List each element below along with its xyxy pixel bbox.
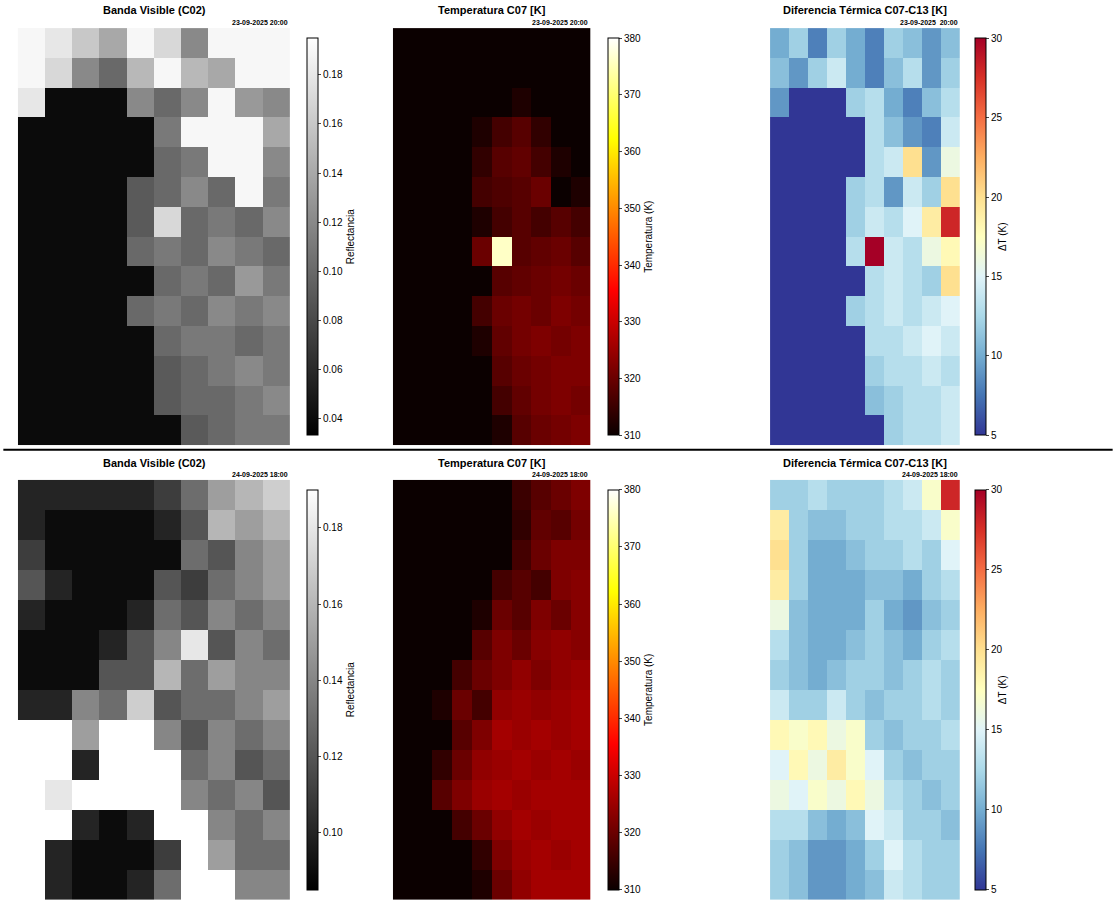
svg-text:24-09-2025 18:00: 24-09-2025 18:00 <box>532 471 588 478</box>
svg-text:320: 320 <box>624 827 641 838</box>
svg-text:380: 380 <box>624 33 641 44</box>
svg-text:20: 20 <box>991 644 1003 655</box>
svg-text:370: 370 <box>624 89 641 100</box>
svg-text:Reflectancia: Reflectancia <box>345 662 356 717</box>
svg-text:20: 20 <box>991 192 1003 203</box>
svg-text:0.04: 0.04 <box>323 413 343 424</box>
svg-text:340: 340 <box>624 713 641 724</box>
svg-text:310: 310 <box>624 430 641 441</box>
svg-text:350: 350 <box>624 203 641 214</box>
svg-text:0.14: 0.14 <box>323 168 343 179</box>
svg-text:0.10: 0.10 <box>323 266 343 277</box>
svg-text:0.10: 0.10 <box>323 827 343 838</box>
svg-text:Temperatura (K): Temperatura (K) <box>643 201 654 273</box>
svg-text:0.16: 0.16 <box>323 599 343 610</box>
svg-text:Diferencia Térmica C07-C13 [K]: Diferencia Térmica C07-C13 [K] <box>783 4 947 16</box>
svg-text:30: 30 <box>991 484 1003 495</box>
svg-text:5: 5 <box>991 430 997 441</box>
svg-text:340: 340 <box>624 260 641 271</box>
svg-text:0.06: 0.06 <box>323 364 343 375</box>
svg-text:23-09-2025 20:00: 23-09-2025 20:00 <box>900 19 958 26</box>
svg-text:30: 30 <box>991 33 1003 44</box>
svg-text:310: 310 <box>624 884 641 895</box>
svg-text:Temperatura (K): Temperatura (K) <box>643 654 654 726</box>
svg-text:330: 330 <box>624 770 641 781</box>
svg-text:Banda Visible (C02): Banda Visible (C02) <box>103 4 206 16</box>
svg-text:0.18: 0.18 <box>323 69 343 80</box>
svg-text:5: 5 <box>991 884 997 895</box>
svg-text:25: 25 <box>991 564 1003 575</box>
svg-text:0.18: 0.18 <box>323 522 343 533</box>
svg-text:10: 10 <box>991 350 1003 361</box>
svg-text:0.08: 0.08 <box>323 315 343 326</box>
svg-text:380: 380 <box>624 484 641 495</box>
svg-text:0.16: 0.16 <box>323 118 343 129</box>
svg-text:24-09-2025 18:00: 24-09-2025 18:00 <box>232 471 288 478</box>
svg-text:330: 330 <box>624 316 641 327</box>
svg-text:ΔT (K): ΔT (K) <box>997 675 1008 704</box>
svg-text:Temperatura C07 [K]: Temperatura C07 [K] <box>438 457 546 469</box>
svg-text:320: 320 <box>624 373 641 384</box>
svg-text:360: 360 <box>624 599 641 610</box>
svg-text:15: 15 <box>991 724 1003 735</box>
svg-text:23-09-2025 20:00: 23-09-2025 20:00 <box>532 19 588 26</box>
svg-text:370: 370 <box>624 541 641 552</box>
svg-text:23-09-2025 20:00: 23-09-2025 20:00 <box>232 19 288 26</box>
svg-text:Diferencia Térmica C07-C13 [K]: Diferencia Térmica C07-C13 [K] <box>783 457 947 469</box>
svg-text:0.12: 0.12 <box>323 217 343 228</box>
svg-text:Reflectancia: Reflectancia <box>345 209 356 264</box>
svg-text:ΔT (K): ΔT (K) <box>997 222 1008 251</box>
svg-text:Temperatura C07 [K]: Temperatura C07 [K] <box>438 4 546 16</box>
svg-text:15: 15 <box>991 271 1003 282</box>
svg-text:25: 25 <box>991 112 1003 123</box>
svg-text:0.14: 0.14 <box>323 675 343 686</box>
svg-text:10: 10 <box>991 804 1003 815</box>
svg-text:Banda Visible (C02): Banda Visible (C02) <box>103 457 206 469</box>
svg-text:360: 360 <box>624 146 641 157</box>
svg-text:24-09-2025 18:00: 24-09-2025 18:00 <box>902 471 958 478</box>
svg-text:350: 350 <box>624 656 641 667</box>
svg-text:0.12: 0.12 <box>323 751 343 762</box>
